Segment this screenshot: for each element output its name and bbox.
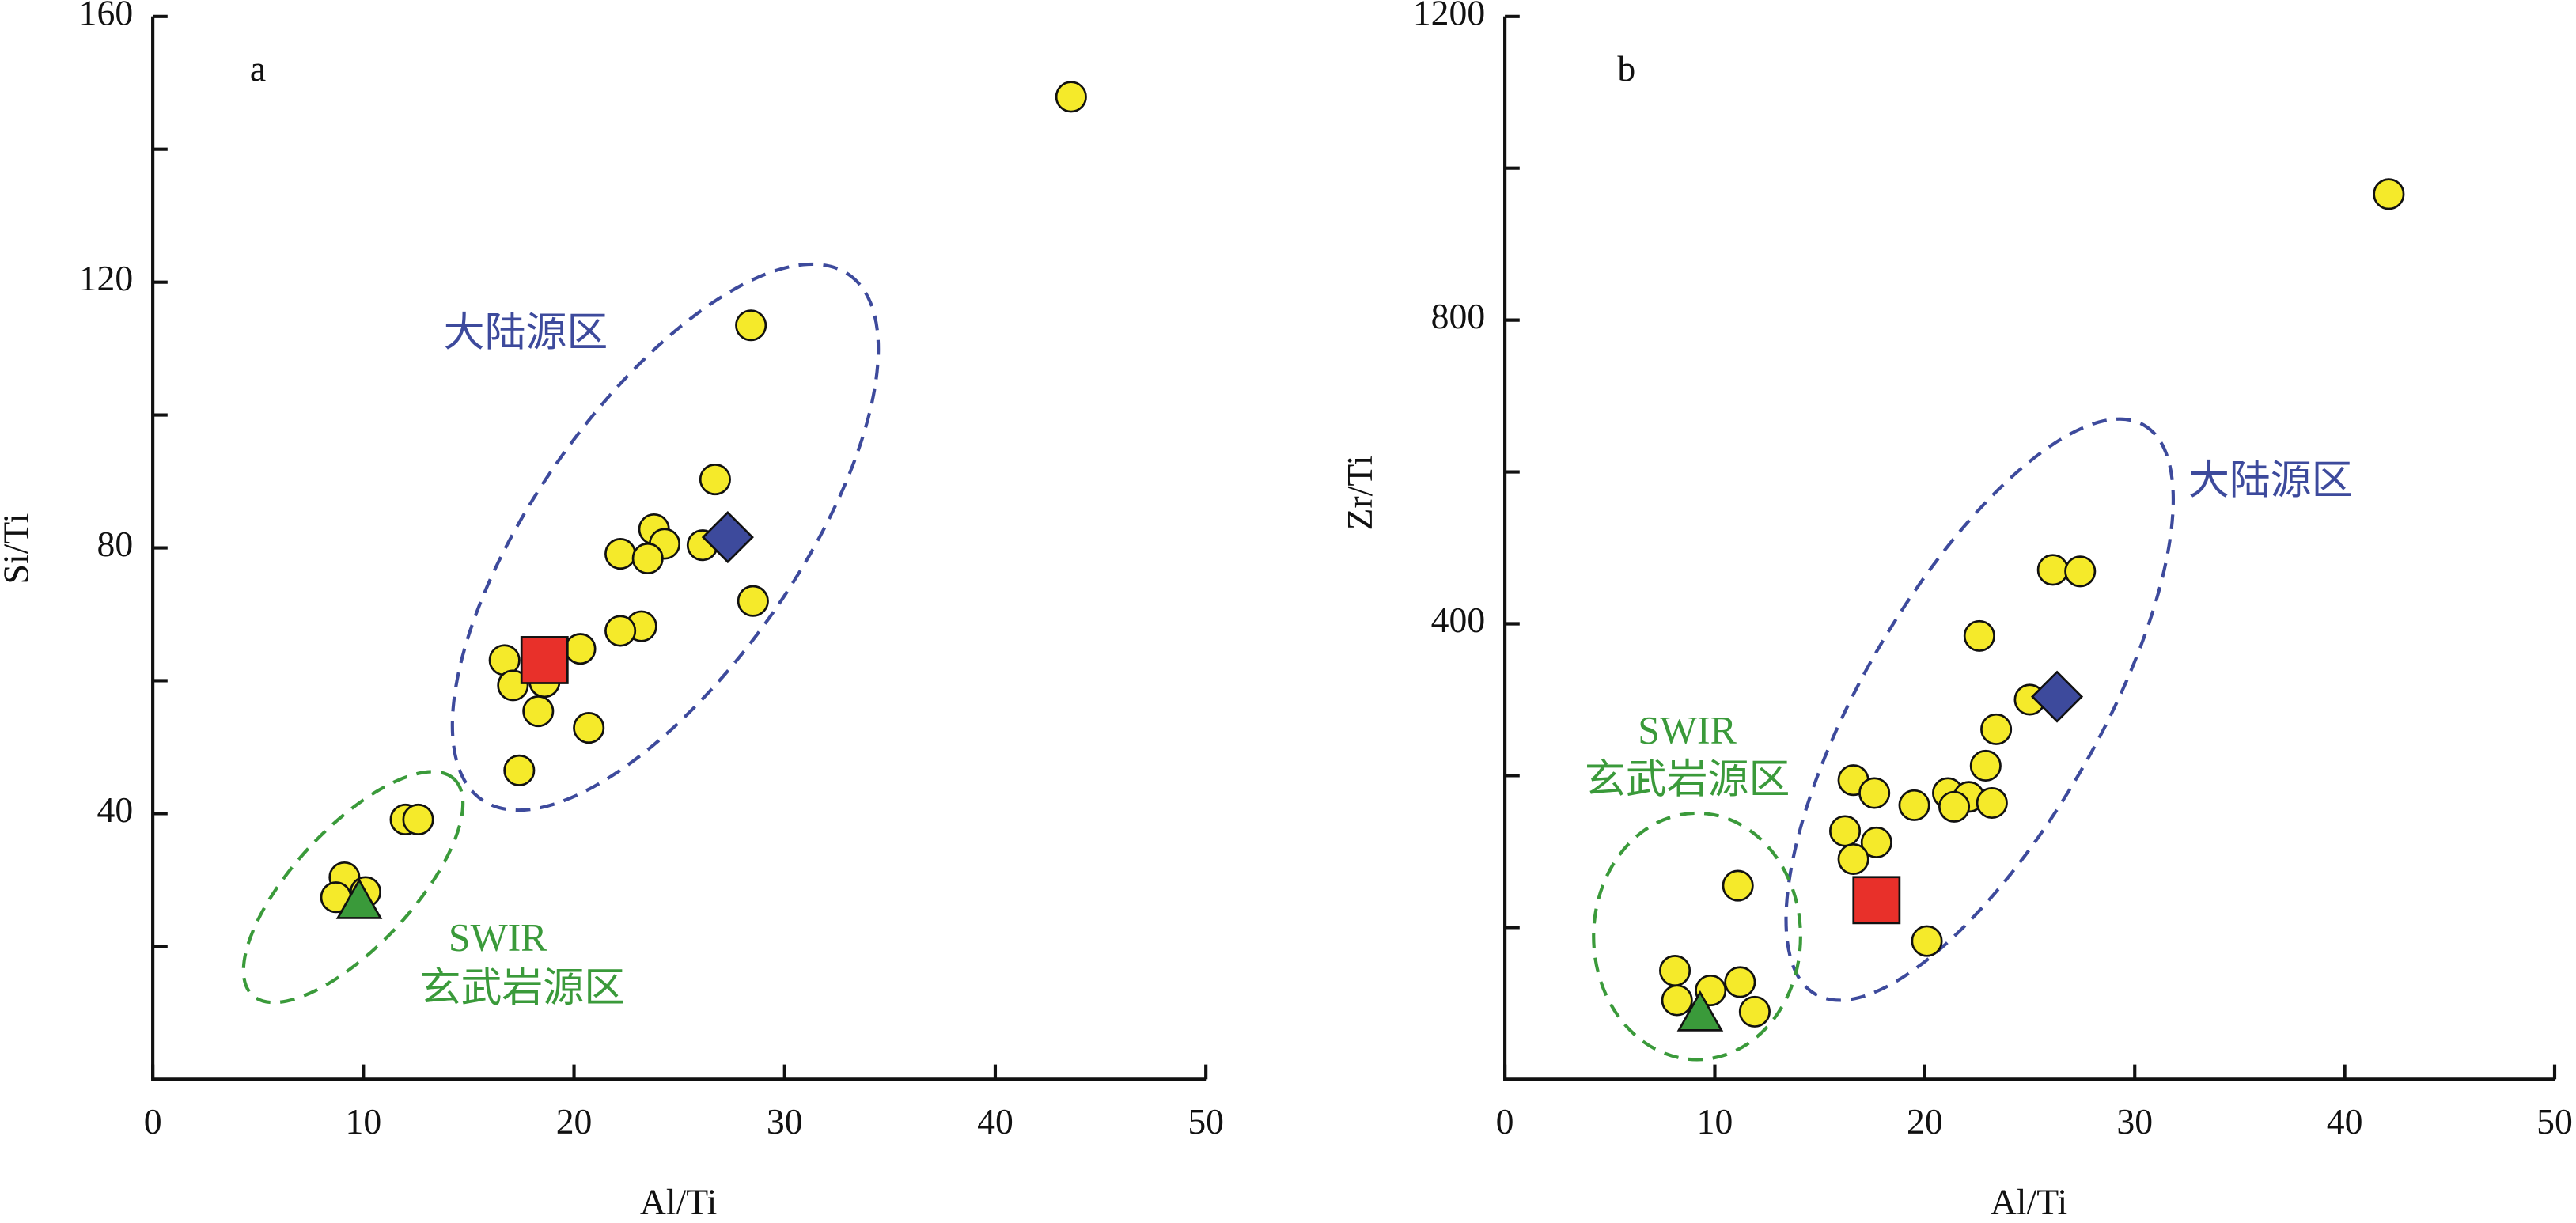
annotation: 玄武岩源区 [1585,757,1790,802]
data-point [520,636,569,684]
data-point [1938,790,1971,823]
data-point [699,464,731,496]
data-point [1722,869,1754,902]
x-tick-label: 0 [1496,1101,1514,1142]
x-tick-label: 10 [1697,1101,1733,1142]
data-point [1661,984,1693,1017]
data-point [1837,842,1869,876]
data-point [1724,966,1756,998]
data-point [1676,990,1724,1032]
panel-label: b [1617,48,1635,89]
axes [1503,16,2555,1081]
y-axis-label: Zr/Ti [1339,456,1380,531]
x-tick-label: 20 [1907,1101,1943,1142]
data-point [1858,777,1891,809]
x-tick-label: 50 [2536,1101,2573,1142]
y-tick-label: 120 [79,258,134,298]
x-tick-label: 40 [2327,1101,2363,1142]
x-tick-label: 30 [767,1101,803,1142]
x-axis-label: Al/Ti [1991,1182,2067,1222]
annotation: 大陆源区 [2188,458,2353,503]
x-tick-label: 20 [556,1101,593,1142]
data-point [573,712,605,744]
data-point [735,309,767,342]
data-point [503,754,536,786]
data-point [1969,749,2002,782]
annotation: 玄武岩源区 [420,966,626,1011]
x-tick-label: 0 [144,1101,162,1142]
data-point [2030,670,2084,723]
data-point [1860,826,1892,858]
y-tick-label: 160 [79,0,134,32]
data-point [1659,955,1691,987]
data-point [1980,713,2013,745]
data-point [2036,554,2069,586]
basalt-region [241,770,465,1005]
x-tick-label: 10 [345,1101,381,1142]
y-tick-label: 400 [1431,600,1486,640]
annotation: SWIR [449,915,547,959]
data-point [1055,81,1087,113]
y-tick-label: 40 [97,789,134,830]
data-point [1976,786,2008,820]
panel-label: a [250,48,266,89]
data-point [402,803,434,836]
data-point [1911,925,1943,957]
data-point [2373,178,2405,210]
data-point [1898,789,1930,821]
x-tick-label: 50 [1188,1101,1224,1142]
x-tick-label: 40 [977,1101,1013,1142]
data-point [604,615,637,647]
annotation: 大陆源区 [444,311,608,356]
data-point [1738,995,1771,1028]
annotation: SWIR [1638,709,1737,752]
y-tick-label: 800 [1431,296,1486,336]
continental-region [1784,417,2176,1002]
data-point [1963,619,1995,652]
data-point [497,669,529,702]
data-point [335,877,383,919]
data-point [604,538,637,570]
data-point [1852,876,1901,925]
data-point [631,542,664,575]
data-point [701,511,754,564]
x-tick-label: 30 [2116,1101,2153,1142]
x-axis-label: Al/Ti [640,1182,717,1222]
basalt-region [1592,811,1802,1062]
data-point [2064,555,2097,588]
data-point [737,585,769,617]
data-point [522,695,555,728]
y-tick-label: 1200 [1413,0,1485,32]
data-point [564,633,597,665]
y-axis-label: Si/Ti [0,513,36,585]
continental-region [450,262,881,812]
data-point [1828,815,1862,847]
y-tick-label: 80 [97,524,134,564]
